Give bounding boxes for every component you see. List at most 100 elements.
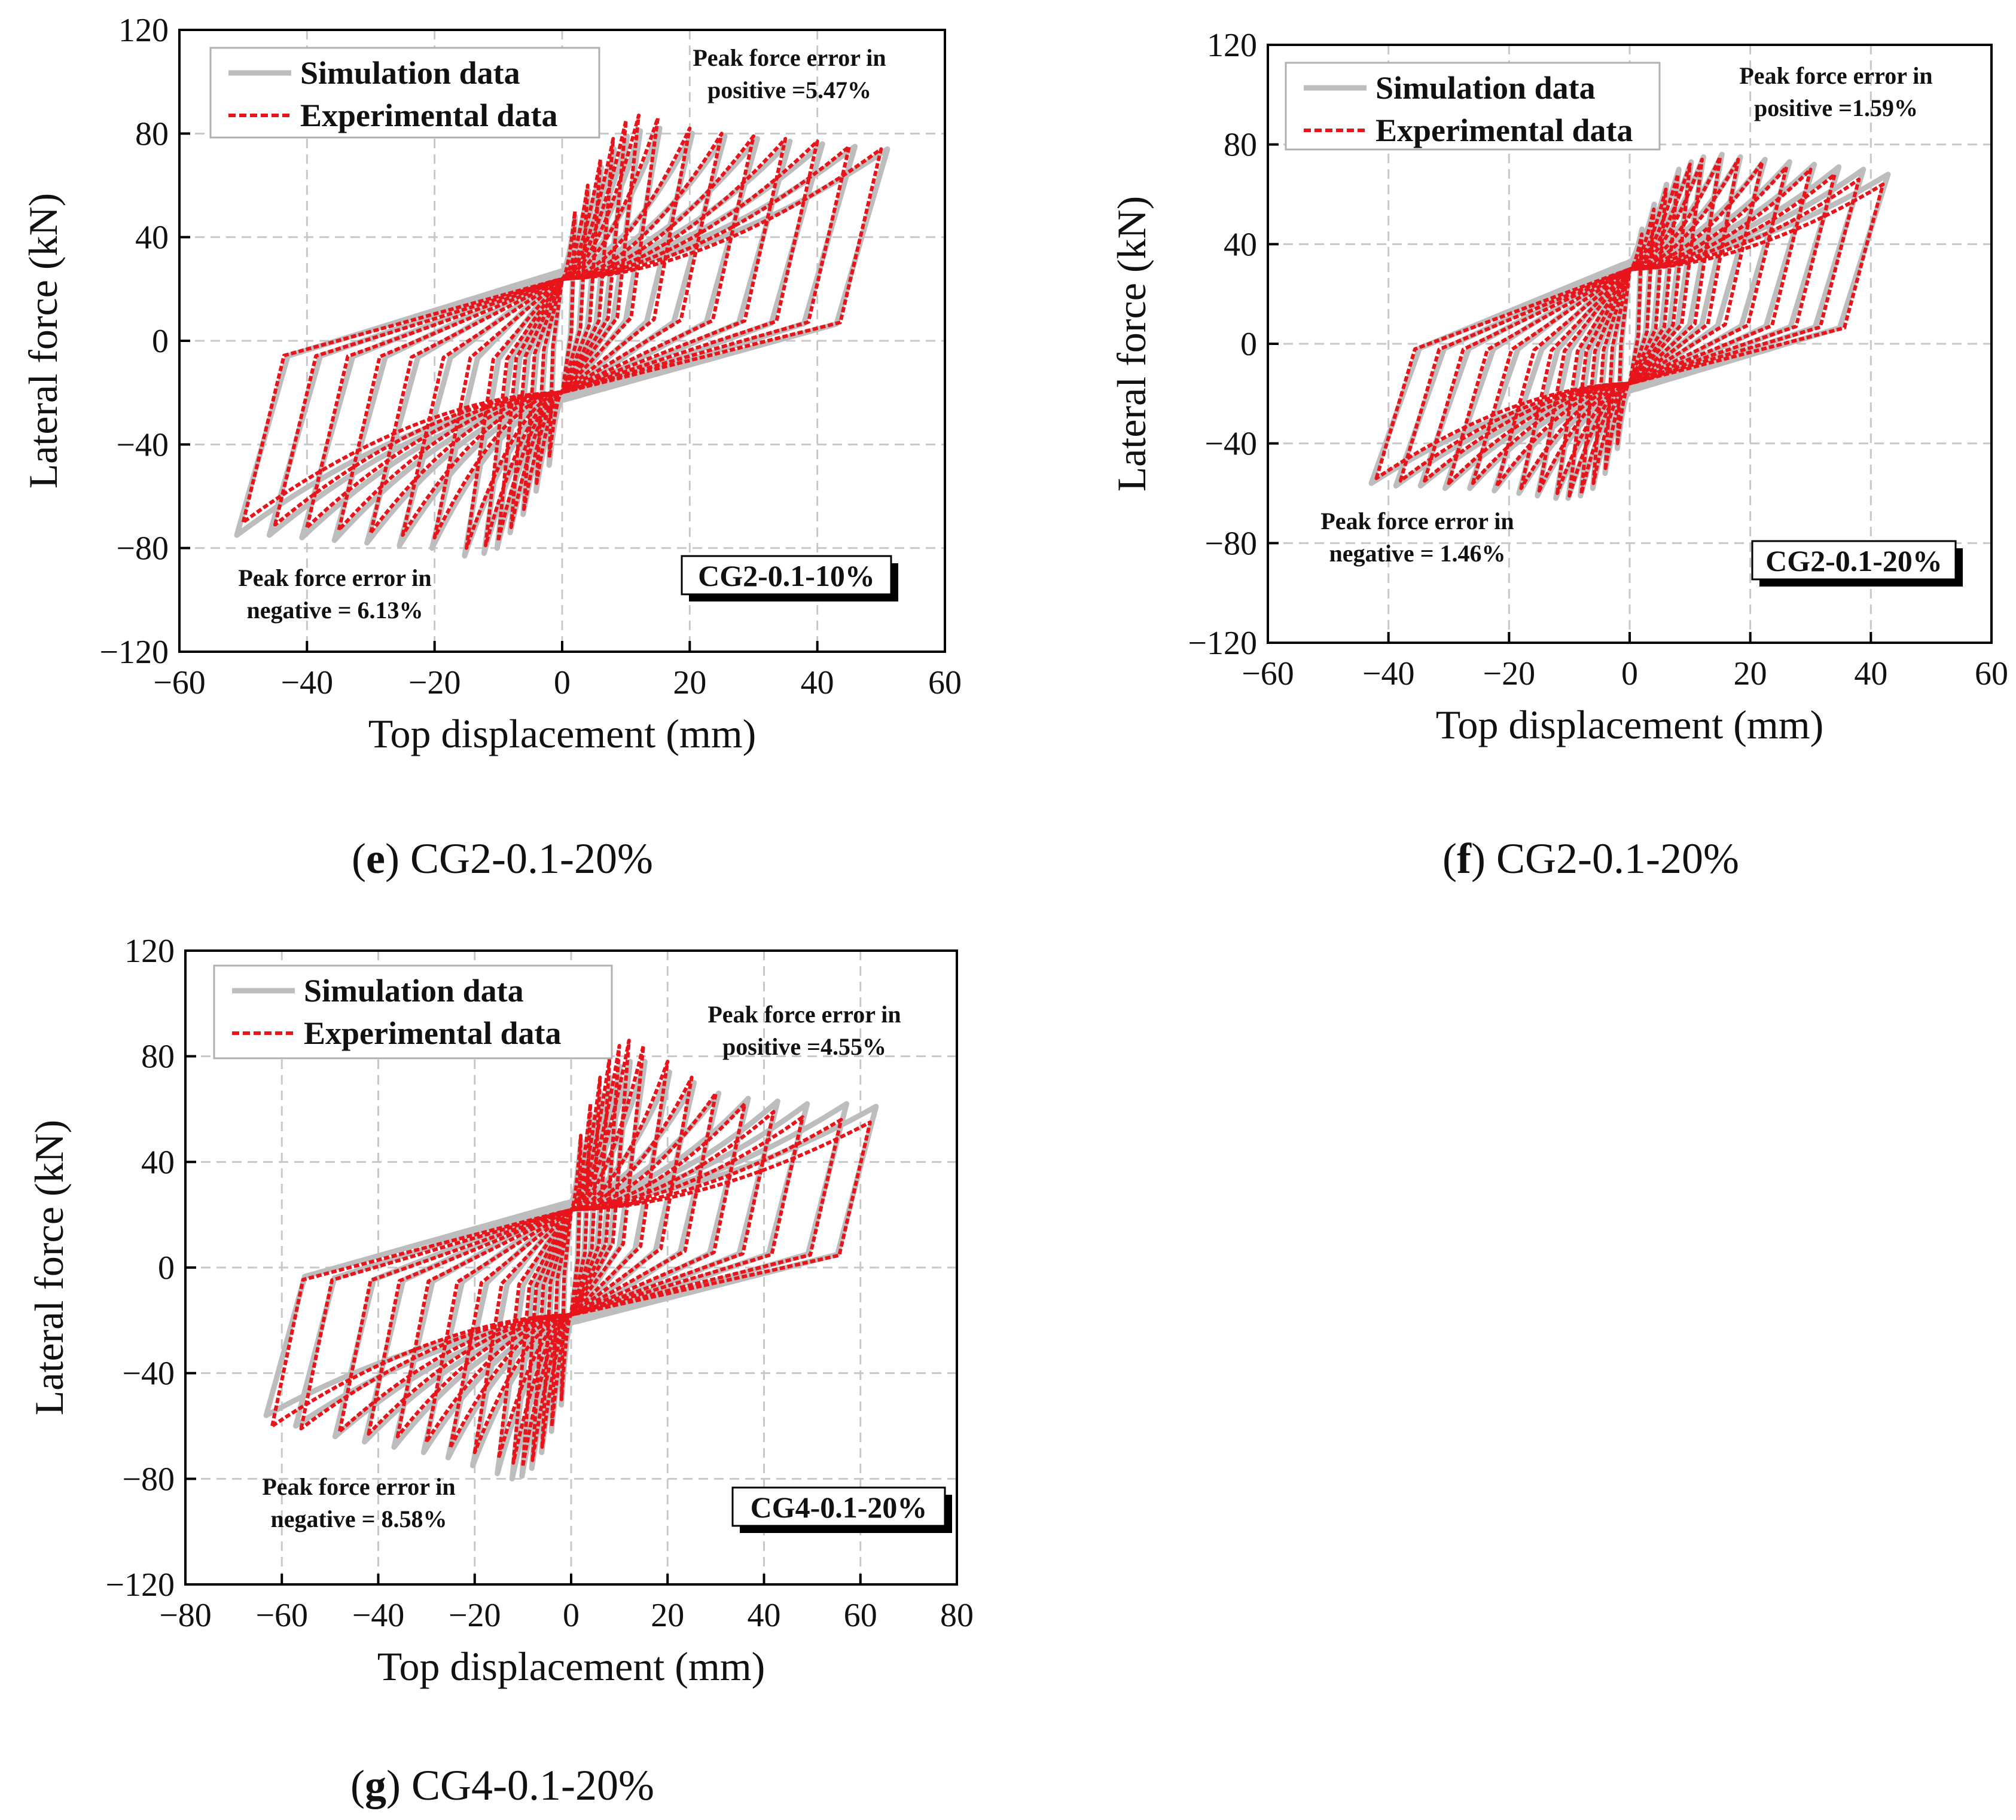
legend-box (209, 47, 600, 139)
y-tick-label: 120 (124, 933, 175, 970)
y-tick-label: −40 (1204, 426, 1257, 463)
x-tick-label: 60 (844, 1597, 877, 1634)
experimental-loop (1495, 160, 1764, 488)
experimental-loop (1603, 207, 1656, 471)
x-axis-label: Top displacement (mm) (368, 711, 757, 756)
experimental-loop (1567, 163, 1692, 498)
experimental-loop (1591, 187, 1668, 485)
annotation-negative-line1: Peak force error in (238, 564, 431, 591)
specimen-tag-label: CG2-0.1-10% (698, 559, 875, 593)
x-tick-label: −20 (1483, 655, 1536, 692)
specimen-tag-label: CG2-0.1-20% (1765, 544, 1942, 578)
annotation-positive-line1: Peak force error in (1739, 62, 1932, 89)
caption-open-paren: ( (352, 835, 366, 882)
panel-caption: (f) CG2-0.1-20% (1442, 835, 1739, 882)
caption-close-paren: ) (1471, 835, 1496, 882)
experimental-loop (1579, 172, 1680, 495)
specimen-tag-box (681, 555, 892, 596)
experimental-loop (449, 1076, 694, 1449)
x-tick-label: −40 (1362, 655, 1415, 692)
experimental-loop (547, 209, 577, 459)
x-tick-label: 80 (940, 1597, 974, 1634)
y-tick-label: 120 (118, 12, 169, 49)
experimental-loop (550, 1102, 593, 1428)
y-tick-label: −120 (1188, 625, 1257, 662)
experimental-loop (497, 1044, 645, 1459)
experimental-loop (509, 137, 615, 529)
y-axis-label: Lateral force (kN) (26, 1120, 72, 1416)
experimental-loop (484, 114, 641, 548)
caption-text: CG2-0.1-20% (1496, 835, 1739, 882)
experimental-loop (425, 1091, 718, 1444)
annotation-negative-line2: negative = 8.58% (271, 1506, 447, 1532)
y-tick-label: 120 (1207, 27, 1257, 64)
caption-text: CG4-0.1-20% (411, 1761, 654, 1809)
experimental-loop (1447, 167, 1813, 485)
y-tick-label: 80 (141, 1039, 175, 1076)
experimental-loop (1519, 157, 1740, 490)
y-tick-label: 80 (135, 115, 169, 152)
x-tick-label: 40 (1854, 655, 1887, 692)
annotation-negative-line2: negative = 6.13% (247, 597, 423, 624)
panel-caption: (e) CG2-0.1-20% (352, 835, 653, 882)
y-tick-label: 40 (1224, 226, 1257, 263)
x-tick-label: −20 (408, 664, 461, 701)
experimental-loop (401, 132, 724, 537)
y-tick-label: −40 (122, 1355, 175, 1393)
panel-e: −60 −40 −20 0 20 40 60 −120 −80 −40 0 40 80 120 Top di… (20, 12, 962, 882)
legend-label-simulation: Simulation data (1375, 70, 1596, 106)
x-tick-label: 0 (563, 1597, 580, 1634)
experimental-loop (465, 116, 660, 550)
annotation-positive-line1: Peak force error in (693, 44, 886, 71)
y-tick-label: −120 (105, 1566, 175, 1604)
x-axis-label: Top displacement (mm) (1436, 702, 1824, 747)
y-tick-label: −80 (116, 530, 169, 567)
panel-g: −80 −60 −40 −20 0 20 40 60 80−120−80−4004080120T… (26, 933, 974, 1809)
x-tick-label: 60 (928, 664, 962, 701)
caption-letter: f (1457, 835, 1472, 882)
annotation-positive-line2: positive =4.55% (722, 1033, 886, 1060)
experimental-loop (1374, 182, 1885, 480)
annotation-negative-line1: Peak force error in (1320, 508, 1514, 535)
x-tick-label: −40 (352, 1597, 405, 1634)
simulation-loop (1417, 164, 1842, 488)
caption-close-paren: ) (385, 835, 410, 882)
plot-series-group (234, 114, 890, 559)
x-tick-label: 0 (1621, 655, 1638, 692)
x-tick-label: 20 (673, 664, 706, 701)
experimental-loop (496, 118, 628, 542)
experimental-loop (337, 137, 788, 532)
y-axis-label: Lateral force (kN) (1109, 196, 1154, 492)
x-tick-label: −60 (153, 664, 206, 701)
x-tick-label: −60 (1242, 655, 1294, 692)
plot-series-group (1368, 151, 1891, 501)
x-axis-label: Top displacement (mm) (377, 1644, 765, 1689)
experimental-loop (369, 134, 755, 535)
simulation-loop (1368, 172, 1891, 486)
experimental-loop (395, 1102, 747, 1439)
caption-letter: g (365, 1761, 386, 1809)
caption-open-paren: ( (350, 1761, 365, 1809)
x-tick-label: −20 (449, 1597, 501, 1634)
y-tick-label: −80 (122, 1461, 175, 1498)
legend-label-experimental: Experimental data (300, 97, 557, 133)
legend-box (1285, 62, 1661, 151)
x-tick-label: −80 (159, 1597, 212, 1634)
legend-label-simulation: Simulation data (304, 973, 524, 1009)
experimental-loop (472, 1059, 670, 1455)
simulation-loop (234, 146, 890, 538)
caption-open-paren: ( (1442, 835, 1457, 882)
experimental-loop (367, 1110, 776, 1436)
caption-text: CG2-0.1-20% (410, 835, 653, 882)
experimental-loop (299, 1117, 843, 1431)
y-tick-label: 0 (1240, 326, 1257, 363)
simulation-loop (266, 143, 858, 538)
legend-label-experimental: Experimental data (1375, 112, 1633, 148)
annotation-positive-line1: Peak force error in (707, 1001, 901, 1028)
experimental-loop (1615, 232, 1644, 445)
experimental-loop (273, 145, 851, 527)
x-tick-label: −60 (255, 1597, 308, 1634)
y-tick-label: 40 (135, 219, 169, 256)
caption-close-paren: ) (386, 1761, 411, 1809)
